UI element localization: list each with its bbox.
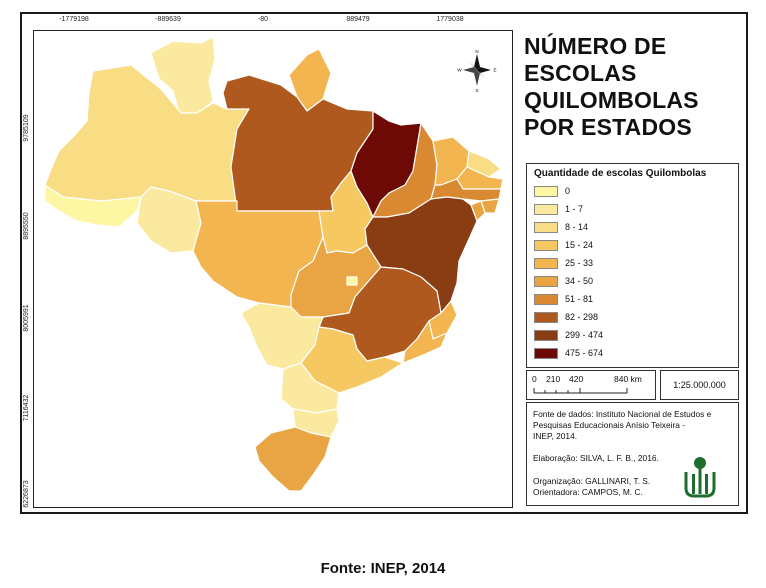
legend-label: 15 - 24 <box>565 240 594 250</box>
legend-item: 475 - 674 <box>534 348 734 360</box>
y-tick: 7116432 <box>23 394 30 422</box>
brazil-map <box>44 36 504 492</box>
credits-box: Fonte de dados: Instituto Nacional de Es… <box>526 402 739 506</box>
x-tick: 889479 <box>346 16 370 23</box>
source-line: Fonte de dados: Instituto Nacional de Es… <box>533 409 712 419</box>
y-tick: 9785109 <box>23 114 30 142</box>
compass-s: S <box>475 88 478 92</box>
y-tick: 8005991 <box>23 304 30 332</box>
x-tick: 1779038 <box>436 16 464 23</box>
legend: Quantidade de escolas Quilombolas 0 1 - … <box>526 163 739 368</box>
legend-swatch <box>534 348 558 359</box>
state-rj <box>402 320 448 364</box>
legend-swatch <box>534 330 558 341</box>
compass-n: N <box>475 49 478 54</box>
scale-ratio: 1:25.000.000 <box>660 370 739 400</box>
title-line: POR ESTADOS <box>524 114 692 140</box>
legend-swatch <box>534 186 558 197</box>
y-tick: 8895550 <box>23 212 30 240</box>
title-line: ESCOLAS <box>524 60 637 86</box>
organization-text: Organização: GALLINARI, T. S. <box>533 476 651 486</box>
legend-swatch <box>534 204 558 215</box>
x-tick: -80 <box>257 16 269 23</box>
legend-item: 25 - 33 <box>534 258 734 270</box>
state-ac <box>44 184 142 228</box>
legend-label: 1 - 7 <box>565 204 584 214</box>
y-tick: 6226873 <box>23 480 30 508</box>
legend-swatch <box>534 222 558 233</box>
legend-label: 8 - 14 <box>565 222 589 232</box>
state-rs <box>254 426 332 492</box>
legend-item: 34 - 50 <box>534 276 734 288</box>
legend-label: 34 - 50 <box>565 276 594 286</box>
legend-swatch <box>534 312 558 323</box>
source-line: INEP, 2014. <box>533 431 578 441</box>
legend-swatch <box>534 276 558 287</box>
map-area <box>33 30 513 508</box>
legend-item: 51 - 81 <box>534 294 734 306</box>
scale-label: 210 <box>546 374 561 384</box>
legend-label: 299 - 474 <box>565 330 604 340</box>
scale-label: 0 <box>532 374 537 384</box>
legend-item: 0 <box>534 186 734 198</box>
legend-label: 51 - 81 <box>565 294 594 304</box>
scale-label: 420 <box>569 374 584 384</box>
elaboration-text: Elaboração: SILVA, L. F. B., 2016. <box>533 453 659 463</box>
state-df <box>346 276 358 286</box>
title-line: NÚMERO DE <box>524 33 667 59</box>
compass-e: E <box>493 68 496 73</box>
figure-caption: Fonte: INEP, 2014 <box>320 560 446 577</box>
scale-bar-graphic <box>533 388 628 394</box>
north-arrow-icon: N S E W <box>457 49 496 92</box>
legend-swatch <box>534 240 558 251</box>
legend-label: 475 - 674 <box>565 348 604 358</box>
legend-label: 0 <box>565 186 571 196</box>
source-line: Pesquisas Educacionais Anísio Teixeira - <box>533 420 686 430</box>
legend-swatch <box>534 258 558 269</box>
legend-item: 8 - 14 <box>534 222 734 234</box>
legend-title: Quantidade de escolas Quilombolas <box>534 168 707 179</box>
compass-w: W <box>457 68 462 73</box>
title-line: QUILOMBOLAS <box>524 87 699 113</box>
state-rr <box>150 36 216 117</box>
legend-label: 25 - 33 <box>565 258 594 268</box>
legend-swatch <box>534 294 558 305</box>
x-tick: -889639 <box>155 16 181 23</box>
legend-item: 299 - 474 <box>534 330 734 342</box>
x-tick: -1779198 <box>59 16 89 23</box>
legend-label: 82 - 298 <box>565 312 599 322</box>
legend-item: 15 - 24 <box>534 240 734 252</box>
legend-item: 1 - 7 <box>534 204 734 216</box>
scale-label: 840 km <box>614 374 642 384</box>
scale-bar: 0 210 420 840 km <box>526 370 656 400</box>
map-title: NÚMERO DE ESCOLAS QUILOMBOLAS POR ESTADO… <box>524 33 699 141</box>
university-logo-icon <box>684 457 716 498</box>
state-am <box>44 64 250 202</box>
legend-item: 82 - 298 <box>534 312 734 324</box>
orientation-text: Orientadora: CAMPOS, M. C. <box>533 487 643 497</box>
